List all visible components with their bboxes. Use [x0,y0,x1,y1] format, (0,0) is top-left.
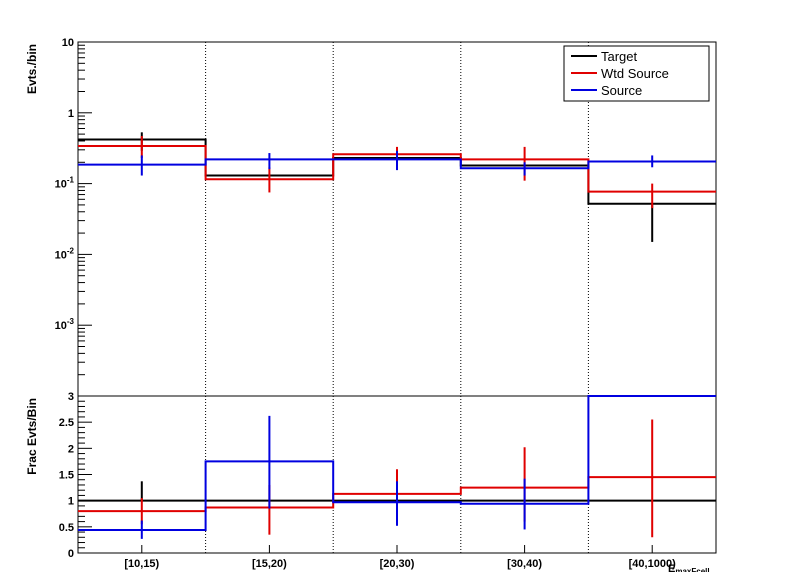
x-tick-label: [40,1000) [629,558,676,570]
bottom-y-tick-label: 0.5 [59,522,74,534]
top-y-tick-label: 10-3 [55,317,75,332]
top-y-axis-label: Evts./bin [25,44,39,94]
legend-entry-label: Wtd Source [601,66,669,81]
x-tick-label: [30,40) [507,558,542,570]
bottom-y-tick-label: 3 [68,391,74,403]
x-tick-label: [20,30) [380,558,415,570]
legend-entry-label: Source [601,83,642,98]
x-axis-label: EmaxFcell [668,563,710,572]
bottom-y-tick-label: 2 [68,443,74,455]
top-y-tick-label: 10-2 [55,246,75,261]
legend: Target Wtd Source Source [563,45,710,102]
legend-entry-label: Target [601,49,638,64]
bottom-y-tick-label: 2.5 [59,417,74,429]
bottom-y-axis-label: Frac Evts/Bin [25,398,39,475]
x-tick-label: [10,15) [124,558,159,570]
top-y-tick-label: 10-1 [55,176,75,191]
x-tick-label: [15,20) [252,558,287,570]
bottom-y-tick-label: 0 [68,548,74,560]
bottom-panel: 0 0.5 1 1.5 2 2.5 3 [10,15) [15,20) [20,30) [30,40… [59,391,717,570]
bottom-y-tick-label: 1.5 [59,470,74,482]
bottom-y-tick-label: 1 [68,496,74,508]
top-y-tick-label: 10 [62,37,74,49]
top-y-tick-label: 1 [68,108,74,120]
top-source-step [78,158,716,170]
